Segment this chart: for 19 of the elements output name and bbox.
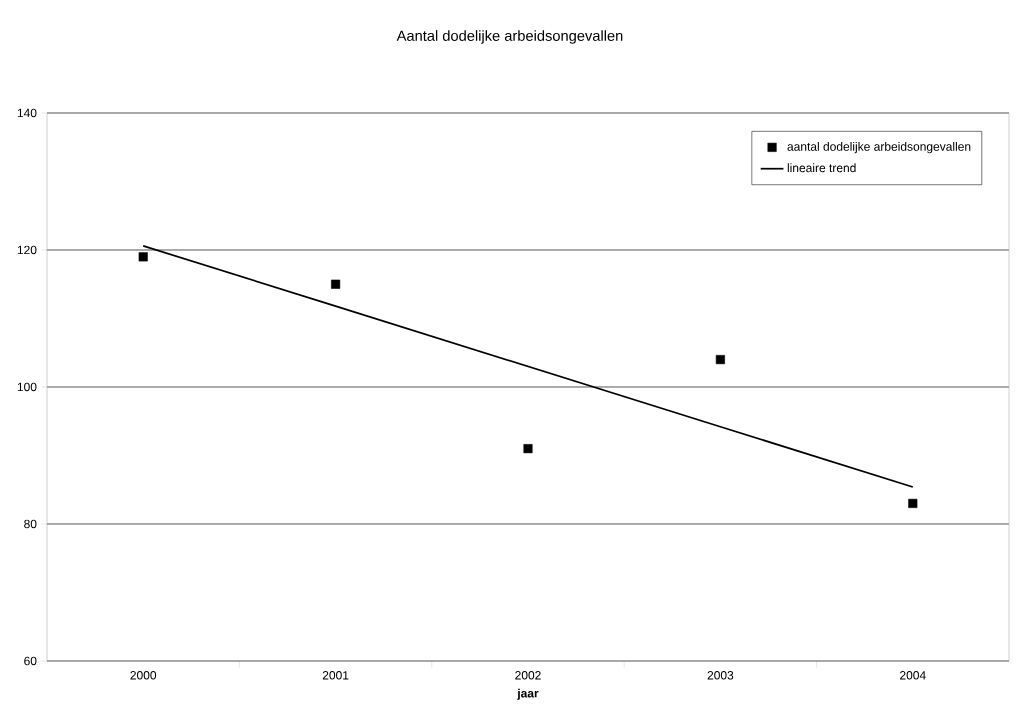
y-tick-label: 120 — [17, 245, 37, 255]
x-tick-label: 2000 — [130, 671, 157, 680]
point — [138, 252, 148, 262]
point — [715, 355, 725, 365]
y-tick-label: 140 — [17, 108, 37, 118]
chart-title: Aantal dodelijke arbeidsongevallen — [396, 30, 623, 44]
point — [908, 498, 918, 508]
x-axis-title: jaar — [517, 688, 539, 700]
point — [523, 444, 533, 454]
x-tick-label: 2002 — [515, 671, 541, 680]
x-tick-label: 2004 — [900, 671, 926, 680]
y-tick-label: 100 — [17, 382, 37, 392]
y-tick-label: 60 — [24, 656, 37, 666]
x-tick-label: 2003 — [707, 671, 734, 680]
legend-label: aantal dodelijke arbeidsongevallen — [787, 142, 971, 154]
legend-label: lineaire trend — [787, 163, 856, 173]
y-tick-label: 80 — [24, 519, 37, 529]
point — [331, 279, 341, 289]
x-tick-label: 2001 — [322, 671, 349, 680]
